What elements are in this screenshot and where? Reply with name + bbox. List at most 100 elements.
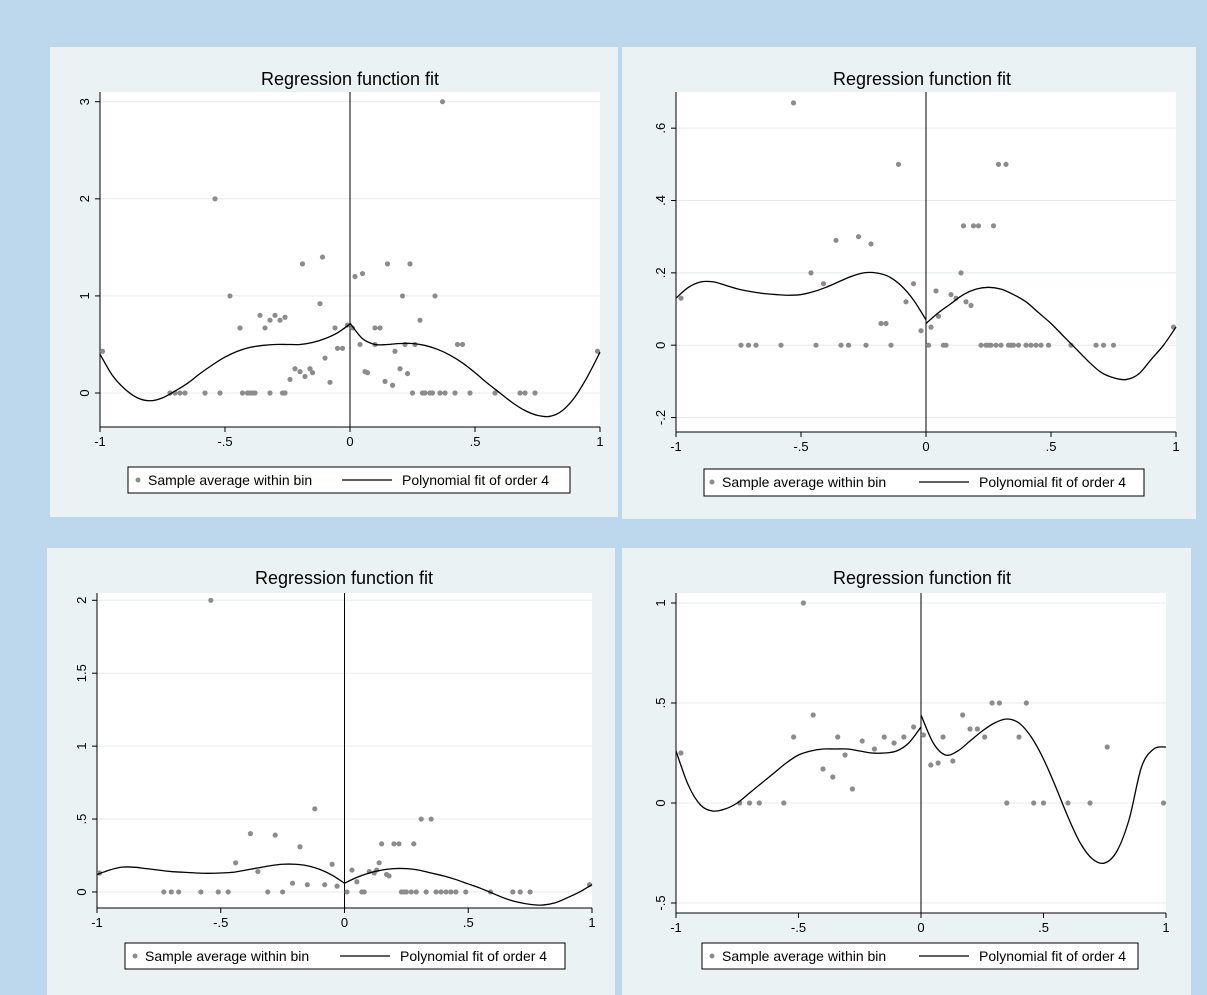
x-tick-label: 1: [1172, 439, 1179, 454]
scatter-point: [970, 223, 977, 229]
y-tick-label: 2: [77, 195, 92, 202]
scatter-point: [411, 841, 417, 847]
scatter-point: [339, 345, 346, 351]
scatter-point: [995, 161, 1002, 167]
scatter-point: [161, 889, 167, 895]
x-tick-label: .5: [1046, 439, 1057, 454]
scatter-point: [297, 369, 303, 375]
scatter-point: [753, 342, 759, 348]
poly-fit-right: [344, 867, 593, 906]
scatter-point: [958, 270, 964, 276]
scatter-point: [357, 341, 363, 348]
scatter-point: [409, 390, 416, 396]
scatter-point: [379, 841, 385, 847]
y-tick-label: 1: [74, 743, 89, 750]
x-tick-label: 0: [922, 439, 929, 454]
legend-marker-sample: [132, 953, 138, 959]
scatter-point: [299, 261, 306, 267]
x-tick-label: -1: [670, 920, 682, 935]
x-tick-label: 0: [341, 915, 348, 930]
scatter-point: [791, 734, 797, 740]
scatter-point: [459, 341, 466, 348]
scatter-point: [1093, 342, 1099, 348]
scatter-point: [432, 293, 438, 299]
poly-fit-right: [920, 714, 1167, 865]
legend-label-sample: Sample average within bin: [148, 472, 312, 488]
scatter-point: [354, 879, 360, 885]
legend-marker-sample: [709, 953, 715, 959]
scatter-point: [522, 390, 528, 396]
scatter-point: [895, 161, 902, 167]
scatter-point: [845, 342, 852, 348]
scatter-point: [911, 724, 917, 730]
scatter-point: [225, 889, 231, 895]
scatter-point: [382, 378, 388, 384]
x-tick-label: -.5: [791, 920, 806, 935]
y-tick-label: 2: [74, 597, 89, 604]
scatter-point: [176, 889, 182, 895]
scatter-point: [359, 270, 366, 277]
poly-fit-left: [675, 271, 927, 321]
scatter-point: [372, 325, 378, 331]
scatter-point: [871, 746, 878, 752]
x-tick-label: .5: [470, 434, 481, 449]
legend: Sample average within bin Polynomial fit…: [701, 942, 1139, 970]
scatter-point: [808, 270, 814, 276]
scatter-point: [842, 752, 848, 758]
scatter-point: [1003, 161, 1009, 167]
scatter-point: [928, 762, 934, 768]
scatter-point: [397, 366, 403, 372]
scatter-point: [377, 325, 383, 331]
scatter-point: [437, 390, 443, 396]
chart-title: Regression function fit: [833, 69, 1011, 89]
y-tick-label: 0: [653, 342, 668, 349]
scatter-point: [790, 100, 797, 106]
chart-svg-1: Regression function fit 0 1 2 3 -1 -.5 0 .5 1 Sa…: [77, 69, 604, 494]
scatter-point: [943, 342, 949, 348]
scatter-point: [517, 390, 523, 396]
poly-fit-left: [96, 863, 345, 884]
scatter-point: [376, 860, 382, 866]
scatter-point: [883, 320, 889, 327]
scatter-point: [998, 342, 1004, 348]
scatter-point: [99, 348, 106, 354]
scatter-point: [317, 301, 323, 307]
scatter-point: [247, 831, 254, 837]
scatter-point: [312, 806, 318, 812]
scatter-point: [830, 774, 836, 780]
legend-label-poly: Polynomial fit of order 4: [400, 948, 547, 964]
scatter-point: [262, 325, 268, 331]
scatter-point: [352, 273, 358, 280]
scatter-point: [963, 299, 969, 305]
chart-svg-3: Regression function fit 0 .5 1 1.5 2 -1 -.5 0 .5…: [74, 568, 596, 970]
scatter-point: [868, 241, 874, 247]
scatter-point: [948, 291, 954, 298]
legend-label-poly: Polynomial fit of order 4: [979, 474, 1126, 490]
scatter-point: [778, 342, 784, 348]
scatter-point: [810, 712, 816, 718]
x-tick-label: 0: [917, 920, 924, 935]
scatter-point: [1004, 800, 1010, 806]
scatter-point: [297, 844, 303, 850]
chart-title: Regression function fit: [833, 568, 1011, 588]
x-tick-label: 1: [596, 434, 603, 449]
scatter-point: [1100, 342, 1107, 348]
chart-title: Regression function fit: [255, 568, 433, 588]
scatter-point: [1023, 700, 1029, 706]
scatter-point: [738, 342, 744, 348]
y-tick-label: 1: [77, 292, 92, 299]
x-tick-label: -.5: [213, 915, 228, 930]
y-tick-label: .4: [653, 195, 668, 206]
scatter-point: [800, 600, 806, 606]
scatter-point: [448, 889, 454, 895]
scatter-point: [252, 390, 258, 396]
scatter-point: [928, 324, 934, 330]
x-tick-label: 1: [1162, 920, 1169, 935]
scatter-point: [918, 328, 924, 334]
scatter-point: [510, 889, 516, 895]
scatter-point: [746, 800, 753, 806]
scatter-point: [960, 712, 966, 718]
scatter-point: [901, 734, 907, 740]
scatter-point: [745, 342, 752, 348]
poly-fit-right: [925, 286, 1177, 381]
